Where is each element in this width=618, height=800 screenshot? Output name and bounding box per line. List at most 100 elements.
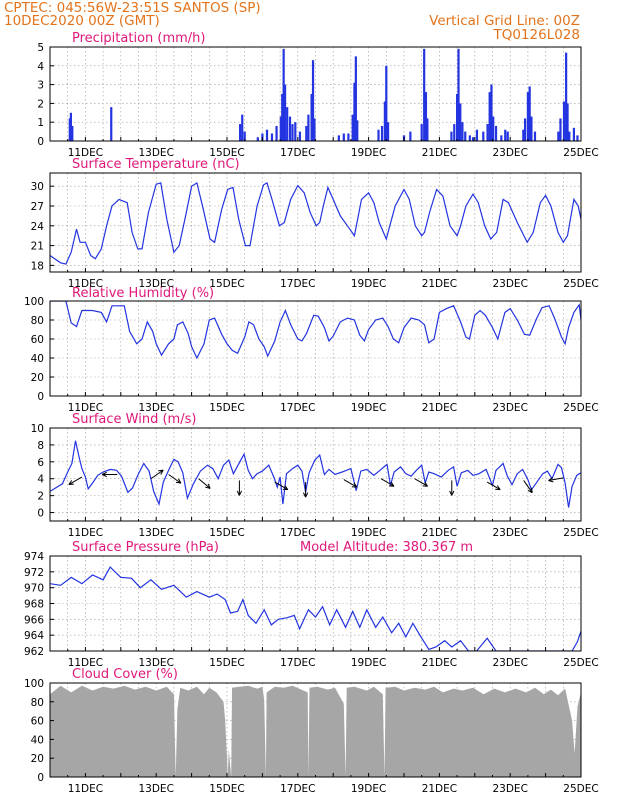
y-tick-label: 972 (24, 567, 44, 579)
precip-bar (313, 118, 316, 141)
precip-bar (504, 129, 507, 141)
y-tick-label: 20 (31, 753, 44, 765)
precip-bar (354, 56, 357, 141)
precip-bar (307, 114, 310, 141)
precip-bar (305, 125, 308, 141)
precip-bar (420, 124, 423, 141)
precip-bar (533, 131, 537, 141)
x-tick-label: 11DEC (68, 783, 103, 795)
y-tick-label: 974 (24, 551, 44, 563)
precip-bar (459, 103, 462, 141)
precip-bar (294, 122, 297, 141)
precip-bar (576, 135, 579, 141)
y-tick-label: 40 (31, 734, 44, 746)
wind-vector (102, 471, 118, 478)
x-tick-label: 15DEC (209, 402, 244, 414)
x-tick-label: 11DEC (68, 527, 103, 539)
header-model-code: TQ0126L028 (492, 27, 580, 43)
x-tick-label: 25DEC (563, 278, 598, 290)
wind-frame (49, 427, 582, 522)
y-tick-label: 8 (37, 440, 44, 452)
precip-bar (568, 131, 571, 141)
precip-bar (562, 101, 566, 141)
y-tick-label: 20 (31, 372, 44, 384)
precip-bar (557, 131, 560, 141)
x-tick-label: 23DEC (492, 657, 527, 669)
y-tick-label: 5 (37, 42, 44, 54)
humidity-line (50, 301, 581, 360)
x-tick-label: 25DEC (563, 783, 598, 795)
precip-bar (383, 101, 386, 141)
wind-vector (236, 480, 243, 496)
precip-bar (241, 114, 244, 141)
x-tick-label: 17DEC (280, 657, 315, 669)
precip-bar (275, 125, 278, 141)
x-tick-label: 23DEC (492, 527, 527, 539)
wind-vector (343, 479, 358, 488)
precip-bar (356, 120, 359, 141)
x-tick-label: 11DEC (68, 402, 103, 414)
x-tick-label: 25DEC (563, 402, 598, 414)
y-tick-label: 966 (24, 614, 44, 626)
precip-bar (351, 114, 354, 141)
temperature-title: Surface Temperature (nC) (72, 157, 240, 172)
y-tick-label: 1 (37, 117, 44, 129)
y-tick-label: 968 (24, 599, 44, 611)
x-tick-label: 11DEC (68, 278, 103, 290)
header-date: 10DEC2020 00Z (GMT) (4, 13, 160, 29)
x-tick-label: 25DEC (563, 147, 598, 159)
wind-panel: 0 2 4 6 8 10 11DEC 13DEC 15DEC 17DEC 19DEC 21DEC 23D… (31, 423, 599, 539)
precip-plot (68, 48, 579, 141)
y-tick-label: 40 (31, 353, 44, 365)
precip-bar (282, 48, 285, 141)
precip-bar (486, 124, 489, 141)
wind-vector (380, 478, 395, 487)
precip-bar (426, 118, 429, 141)
precip-bar (238, 124, 242, 141)
pressure-line (50, 566, 581, 651)
x-tick-label: 21DEC (422, 278, 457, 290)
precip-bar (243, 131, 246, 141)
precip-bar (565, 52, 568, 141)
precip-bar (482, 131, 485, 141)
precip-bar (270, 133, 274, 141)
x-tick-label: 19DEC (351, 147, 386, 159)
precip-bar (298, 131, 302, 141)
pressure-plot (50, 566, 581, 651)
precip-bar (464, 131, 467, 141)
cloud-cover-panel: 0 20 40 60 80 100 11DEC 13DEC 15DEC 17DEC 19DEC 21D… (24, 678, 599, 795)
y-tick-label: 4 (37, 61, 44, 73)
wind-vector (274, 481, 289, 491)
x-tick-label: 23DEC (492, 402, 527, 414)
x-tick-label: 21DEC (422, 657, 457, 669)
precip-bar (311, 60, 315, 141)
x-tick-label: 15DEC (209, 527, 244, 539)
temperature-plot (50, 181, 581, 265)
precip-bar (475, 129, 479, 141)
precip-bar (490, 84, 493, 141)
precip-bar (506, 131, 509, 141)
precip-bar (530, 116, 533, 141)
x-tick-label: 19DEC (351, 783, 386, 795)
y-tick-label: 4 (37, 474, 44, 486)
precip-bar (286, 107, 289, 141)
x-tick-label: 17DEC (280, 527, 315, 539)
cloud-cover-area (50, 685, 581, 777)
precip-bar (566, 103, 569, 141)
precip-bar (71, 125, 74, 141)
x-tick-label: 17DEC (280, 147, 315, 159)
x-tick-label: 13DEC (138, 783, 173, 795)
y-tick-label: 80 (31, 697, 44, 709)
precip-bar (523, 118, 527, 141)
pressure-panel: 962 964 966 968 970 972 974 11DEC 13DEC 15DEC 17DE… (24, 551, 599, 669)
x-tick-label: 19DEC (351, 402, 386, 414)
wind-vector (548, 477, 564, 483)
y-tick-label: 0 (37, 136, 44, 148)
precip-bar (526, 92, 529, 141)
precip-bar (468, 135, 471, 141)
y-tick-label: 962 (24, 646, 44, 658)
precip-bar (461, 122, 464, 141)
precip-bar (572, 127, 576, 141)
y-tick-label: 2 (37, 98, 44, 110)
wind-vector (198, 478, 211, 489)
